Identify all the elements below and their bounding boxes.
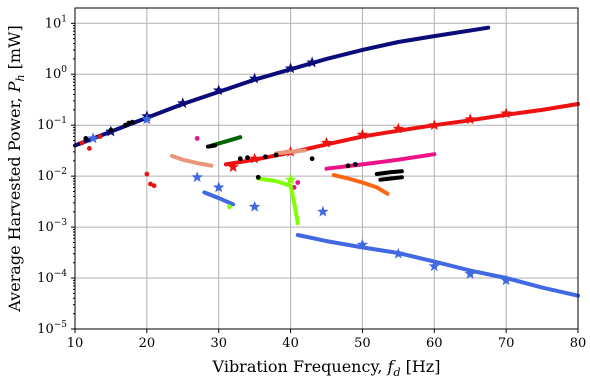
star-marker	[356, 128, 369, 140]
star-marker	[213, 181, 225, 193]
series-line	[274, 148, 307, 156]
star-marker	[500, 107, 512, 119]
series-orange-line-16	[331, 173, 390, 196]
series-line	[170, 153, 214, 168]
y-tick-label: 10−4	[37, 269, 67, 286]
series-line	[202, 190, 236, 207]
dot-marker	[263, 154, 268, 160]
star-marker	[392, 247, 405, 259]
dot-marker	[122, 122, 128, 128]
star-marker	[141, 113, 153, 125]
dot-marker	[86, 146, 92, 151]
dot-marker	[245, 155, 250, 161]
series-lime-dot-11	[227, 204, 232, 210]
dot-marker	[309, 156, 315, 162]
star-marker	[392, 122, 405, 134]
star-marker	[177, 97, 189, 109]
star-marker	[306, 56, 318, 68]
dot-marker	[255, 174, 261, 180]
star-marker	[227, 161, 239, 172]
dot-marker	[345, 163, 351, 169]
dot-marker	[144, 171, 150, 177]
y-axis-label: Average Harvested Power, Ph [mW]	[5, 25, 27, 313]
y-tick-label: 10−5	[37, 320, 67, 337]
grid	[74, 8, 579, 330]
star-marker	[464, 268, 476, 279]
series-royal-line-6	[202, 190, 236, 207]
star-marker	[428, 260, 440, 272]
dot-marker	[130, 119, 135, 125]
dot-marker	[352, 162, 358, 167]
series-royal-star-7	[87, 113, 512, 286]
series-line	[223, 102, 580, 167]
series-red-dot-4	[79, 134, 157, 189]
star-marker	[213, 84, 225, 96]
x-tick-label: 40	[282, 336, 299, 351]
star-marker	[284, 62, 297, 74]
star-marker	[356, 238, 369, 250]
dot-marker	[295, 180, 301, 185]
series-navy-line-0	[73, 25, 491, 148]
series-line	[378, 175, 404, 182]
x-tick-label: 80	[570, 336, 587, 351]
y-tick-label: 100	[45, 65, 68, 82]
axis-ticks: 10 20 30 40 50 60 70 80 10−5 10−4 10−3 10−2 10−1 100 1…	[37, 14, 586, 351]
dot-marker	[108, 127, 114, 133]
star-marker	[248, 72, 261, 84]
dot-marker	[194, 136, 200, 141]
y-tick-label: 10−3	[37, 218, 67, 235]
series-black-dot-20	[83, 119, 358, 180]
x-tick-label: 50	[354, 336, 371, 351]
y-tick-label: 10−1	[37, 116, 67, 133]
series-black-line-18	[374, 169, 404, 176]
x-tick-label: 20	[139, 336, 156, 351]
series-navy-star-1	[105, 56, 318, 137]
series-line	[324, 152, 437, 171]
series-red-line-2	[223, 102, 580, 167]
star-marker	[248, 152, 261, 164]
series-pink-line-8	[324, 152, 437, 171]
dot-marker	[83, 136, 89, 141]
star-marker	[317, 205, 329, 217]
dot-marker	[227, 204, 232, 210]
dot-marker	[79, 140, 85, 146]
star-marker	[87, 132, 99, 144]
dot-marker	[151, 183, 157, 189]
dot-marker	[273, 152, 279, 158]
star-marker	[500, 274, 512, 286]
star-marker	[428, 119, 440, 130]
y-tick-label: 101	[45, 14, 67, 31]
series-black-line-19	[378, 175, 404, 182]
data-series	[73, 25, 580, 298]
series-salmon-line-15	[274, 148, 307, 156]
series-line	[331, 173, 390, 196]
plot-frame	[74, 7, 579, 330]
series-line	[256, 176, 300, 226]
x-tick-label: 10	[67, 336, 84, 351]
dot-marker	[237, 156, 243, 162]
x-tick-label: 70	[498, 336, 515, 351]
star-marker	[464, 113, 476, 125]
series-line	[374, 169, 404, 176]
series-line	[73, 25, 491, 148]
star-marker	[284, 173, 297, 185]
star-marker	[248, 200, 261, 212]
x-axis-label: Vibration Frequency, fd [Hz]	[212, 357, 441, 379]
dot-marker	[126, 120, 132, 126]
series-line	[205, 143, 218, 149]
series-black-line-17	[205, 143, 218, 149]
series-lime-star-12	[284, 173, 297, 185]
y-tick-label: 10−2	[37, 167, 67, 184]
series-lime-line-10	[256, 176, 300, 226]
dot-marker	[148, 181, 153, 187]
x-tick-label: 60	[426, 336, 443, 351]
star-marker	[320, 136, 333, 148]
dot-marker	[97, 134, 103, 139]
star-marker	[191, 171, 203, 183]
x-tick-label: 30	[210, 336, 227, 351]
series-salmon-line-14	[170, 153, 214, 168]
